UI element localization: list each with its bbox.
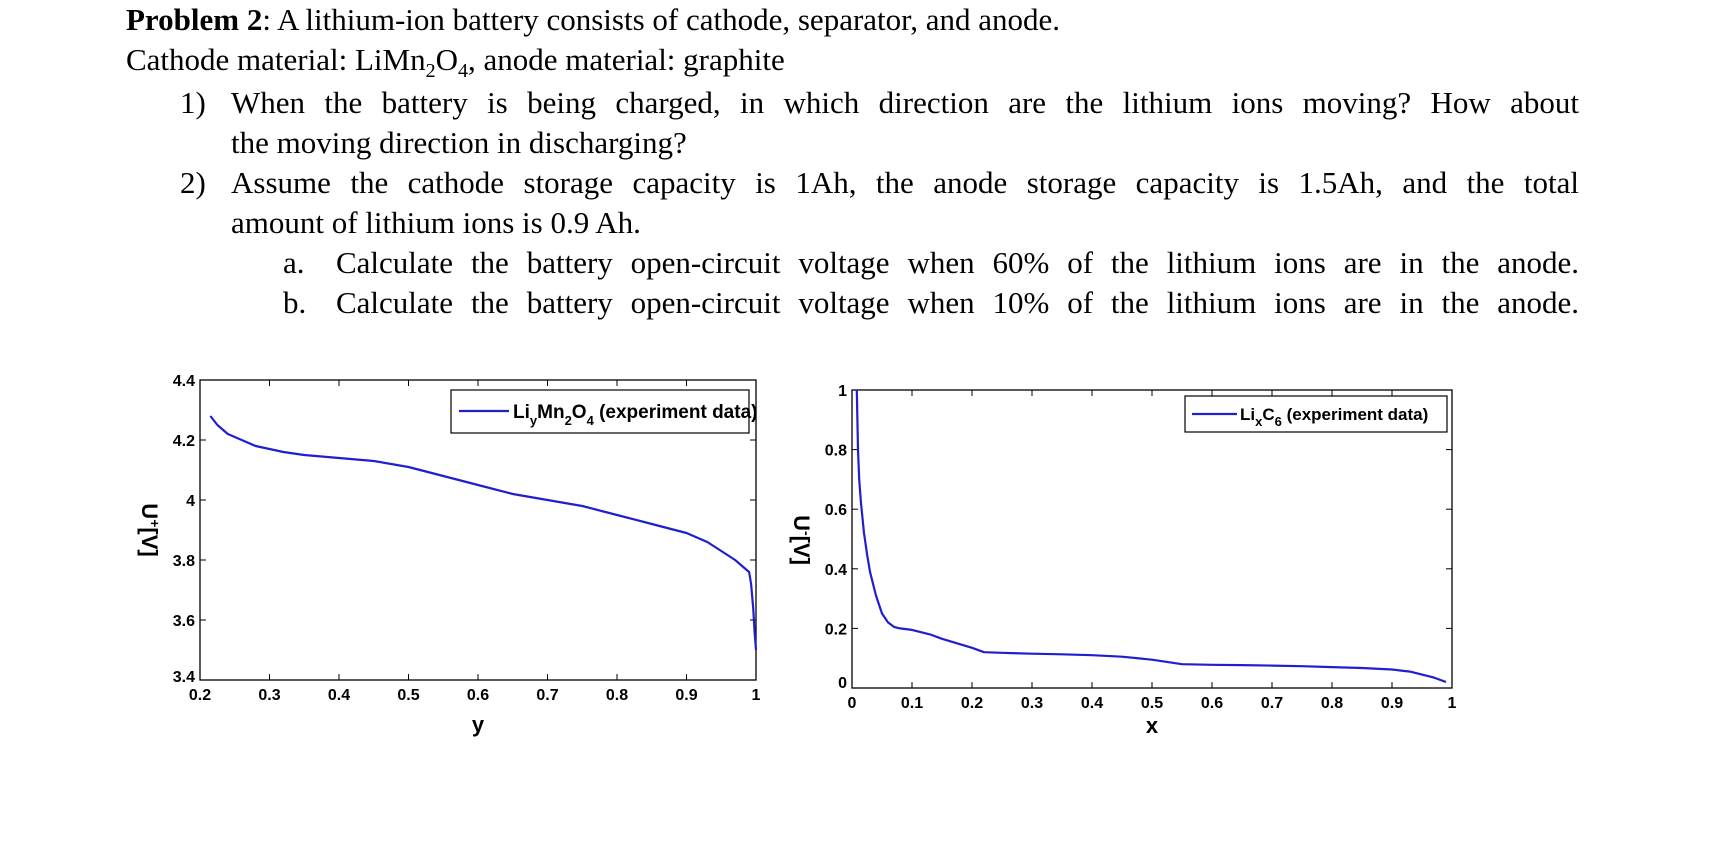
anode-x-tick-label: 0.5	[1141, 695, 1163, 712]
cathode-series-line	[209, 415, 758, 651]
anode-x-tick-label: 0.9	[1381, 695, 1403, 712]
cathode-legend-label: LiyMn2O4 (experiment data)	[513, 402, 757, 428]
cathode-voltage-chart: 0.2 0.3 0.4 0.5 0.6 0.7 0.8 0.9 1 3.4 3.6 3.8 4 4.2 4.…	[120, 352, 780, 742]
anode-y-tick-label: 0	[838, 675, 847, 692]
cathode-x-axis-label: y	[472, 712, 485, 737]
question-1-number: 1)	[180, 85, 206, 120]
materials-mid: O	[435, 42, 458, 77]
anode-y-tick-label: 0.4	[825, 562, 847, 579]
cathode-x-tick-label: 0.5	[397, 687, 419, 704]
anode-x-tick-label: 1	[1448, 695, 1457, 712]
materials-post: , anode material: graphite	[467, 42, 785, 77]
cathode-x-tick-label: 0.8	[606, 687, 628, 704]
cathode-y-tick-label: 3.6	[173, 613, 195, 630]
problem-intro-line: Problem 2: A lithium-ion battery consist…	[126, 0, 1060, 40]
problem-intro: : A lithium-ion battery consists of cath…	[262, 2, 1061, 37]
question-2a-number: a.	[283, 245, 305, 280]
problem-heading: Problem 2	[126, 2, 263, 37]
anode-x-tick-label: 0.1	[901, 695, 923, 712]
cathode-y-axis-label: U+[V]	[137, 503, 163, 556]
question-2-line-1: Assume the cathode storage capacity is 1…	[231, 165, 1579, 200]
cathode-x-tick-label: 0.4	[328, 687, 350, 704]
question-2-line-2: amount of lithium ions is 0.9 Ah.	[231, 205, 641, 240]
anode-y-axis-label: U-[V]	[789, 515, 815, 565]
anode-x-tick-label: 0.6	[1201, 695, 1223, 712]
question-2-number: 2)	[180, 165, 206, 200]
cathode-y-tick-label: 3.4	[173, 669, 195, 686]
cathode-y-tick-label: 4	[186, 493, 195, 510]
materials-pre: Cathode material: LiMn	[126, 42, 426, 77]
question-1-line-1: When the battery is being charged, in wh…	[231, 85, 1579, 120]
materials-line: Cathode material: LiMn2O4, anode materia…	[126, 40, 785, 91]
cathode-plot-frame	[199, 379, 757, 681]
cathode-y-tick-label: 4.2	[173, 433, 195, 450]
cathode-x-tick-label: 0.3	[258, 687, 280, 704]
cathode-y-tick-label: 3.8	[173, 553, 195, 570]
anode-legend: LixC6 (experiment data)	[1184, 395, 1448, 433]
anode-x-tick-label: 0.3	[1021, 695, 1043, 712]
anode-series-line	[855, 389, 1447, 684]
anode-x-tick-label: 0.2	[961, 695, 983, 712]
cathode-x-tick-label: 0.7	[536, 687, 558, 704]
cathode-y-tick-label: 4.4	[173, 373, 195, 390]
anode-plot-frame	[851, 389, 1453, 689]
cathode-x-tick-label: 0.6	[467, 687, 489, 704]
materials-sub-2: 2	[425, 60, 436, 83]
anode-y-tick-label: 0.8	[825, 443, 847, 460]
cathode-legend: LiyMn2O4 (experiment data)	[450, 389, 757, 434]
anode-y-tick-label: 0.2	[825, 621, 847, 638]
anode-legend-label: LixC6 (experiment data)	[1240, 405, 1428, 429]
anode-x-tick-label: 0	[848, 695, 857, 712]
anode-voltage-chart: 0 0.1 0.2 0.3 0.4 0.5 0.6 0.7 0.8 0.9 1 0 0.2 0.4 0.6 0…	[780, 352, 1460, 742]
anode-x-tick-label: 0.7	[1261, 695, 1283, 712]
cathode-x-tick-label: 0.9	[675, 687, 697, 704]
cathode-x-tick-label: 1	[752, 687, 761, 704]
anode-chart-svg: 0 0.1 0.2 0.3 0.4 0.5 0.6 0.7 0.8 0.9 1 0 0.2 0.4 0.6 0…	[789, 383, 1457, 738]
cathode-chart-svg: 0.2 0.3 0.4 0.5 0.6 0.7 0.8 0.9 1 3.4 3.6 3.8 4 4.2 4.…	[137, 373, 761, 737]
cathode-x-tick-label: 0.2	[189, 687, 211, 704]
anode-y-tick-label: 0.6	[825, 502, 847, 519]
anode-y-tick-label: 1	[838, 383, 847, 400]
anode-x-axis-label: x	[1146, 713, 1159, 738]
question-2b-number: b.	[283, 285, 307, 320]
question-2a-text: Calculate the battery open-circuit volta…	[336, 245, 1579, 280]
anode-x-tick-label: 0.4	[1081, 695, 1103, 712]
question-2b-text: Calculate the battery open-circuit volta…	[336, 285, 1579, 320]
materials-sub-4: 4	[457, 60, 468, 83]
question-1-line-2: the moving direction in discharging?	[231, 125, 687, 160]
anode-x-tick-label: 0.8	[1321, 695, 1343, 712]
